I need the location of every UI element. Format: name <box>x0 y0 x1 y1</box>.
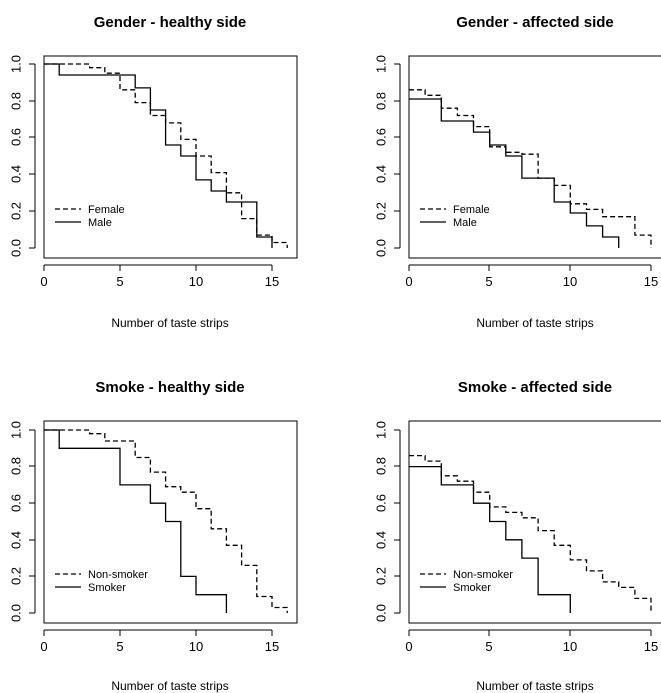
y-tick-label: 1.0 <box>374 55 389 73</box>
y-tick-label: 0.4 <box>374 531 389 549</box>
chart-panel-3: Smoke - healthy side 0 5 10 15 Number of tast… <box>9 379 298 693</box>
chart-panel-4: Smoke - affected side 0 5 10 15 Number of tas… <box>374 379 661 693</box>
series-line-female <box>409 89 652 248</box>
chart-panel-2: Gender - affected side 0 5 10 15 Number of ta… <box>374 14 661 330</box>
y-tick-label: 0.8 <box>374 92 389 110</box>
x-tick-label: 0 <box>405 639 412 654</box>
x-tick-label: 10 <box>563 274 577 289</box>
legend-label: Female <box>88 204 125 216</box>
chart-title: Gender - affected side <box>456 14 614 31</box>
x-tick-label: 0 <box>40 639 47 654</box>
legend-label: Non-smoker <box>453 569 513 581</box>
y-tick-label: 0.2 <box>374 202 389 220</box>
series-line-smoker <box>409 465 571 613</box>
chart-title: Smoke - affected side <box>458 379 612 396</box>
x-axis-label: Number of taste strips <box>476 316 593 330</box>
y-tick-label: 0.2 <box>9 567 24 585</box>
legend-label: Female <box>453 204 490 216</box>
y-tick-label: 1.0 <box>9 55 24 73</box>
plot-frame <box>408 55 661 259</box>
x-tick-label: 5 <box>485 639 492 654</box>
x-axis-label: Number of taste strips <box>476 679 593 693</box>
y-tick-label: 0.6 <box>9 128 24 146</box>
y-tick-label: 0.2 <box>374 567 389 585</box>
legend-label: Smoker <box>88 582 126 594</box>
y-tick-label: 0.4 <box>9 531 24 549</box>
y-tick-label: 0.4 <box>374 165 389 183</box>
legend-label: Male <box>88 217 112 229</box>
legend-label: Male <box>453 217 477 229</box>
x-tick-label: 10 <box>563 639 577 654</box>
series-line-non-smoker <box>409 454 652 613</box>
series-line-smoker <box>44 429 228 613</box>
series-line-non-smoker <box>44 429 288 613</box>
series-line-male <box>409 98 620 248</box>
series-line-male <box>44 63 273 248</box>
y-tick-label: 0.6 <box>374 128 389 146</box>
x-tick-label: 0 <box>40 274 47 289</box>
y-tick-label: 0.2 <box>9 202 24 220</box>
x-tick-label: 15 <box>644 639 658 654</box>
chart-panel-1: Gender - healthy side 0 5 10 15 Number of tas… <box>9 14 298 330</box>
x-tick-label: 5 <box>485 274 492 289</box>
y-tick-label: 0.0 <box>9 604 24 622</box>
plot-frame <box>43 420 298 624</box>
chart-title: Gender - healthy side <box>94 14 247 31</box>
y-tick-label: 1.0 <box>9 421 24 439</box>
x-tick-label: 10 <box>189 639 203 654</box>
x-axis-label: Number of taste strips <box>111 679 228 693</box>
y-tick-label: 0.6 <box>9 494 24 512</box>
y-tick-label: 0.0 <box>9 239 24 257</box>
legend-label: Non-smoker <box>88 569 148 581</box>
y-tick-label: 0.0 <box>374 604 389 622</box>
plot-frame <box>408 420 661 624</box>
y-tick-label: 1.0 <box>374 421 389 439</box>
y-tick-label: 0.8 <box>9 92 24 110</box>
y-tick-label: 0.8 <box>374 457 389 475</box>
x-tick-label: 15 <box>265 639 279 654</box>
y-tick-label: 0.0 <box>374 239 389 257</box>
plot-frame <box>43 55 298 259</box>
y-tick-label: 0.6 <box>374 494 389 512</box>
x-tick-label: 15 <box>265 274 279 289</box>
x-tick-label: 0 <box>405 274 412 289</box>
x-tick-label: 10 <box>189 274 203 289</box>
legend-label: Smoker <box>453 582 491 594</box>
x-axis-label: Number of taste strips <box>111 316 228 330</box>
x-tick-label: 15 <box>644 274 658 289</box>
y-tick-label: 0.4 <box>9 165 24 183</box>
y-tick-label: 0.8 <box>9 457 24 475</box>
x-tick-label: 5 <box>116 639 123 654</box>
chart-title: Smoke - healthy side <box>95 379 244 396</box>
x-tick-label: 5 <box>116 274 123 289</box>
series-line-female <box>44 63 288 248</box>
